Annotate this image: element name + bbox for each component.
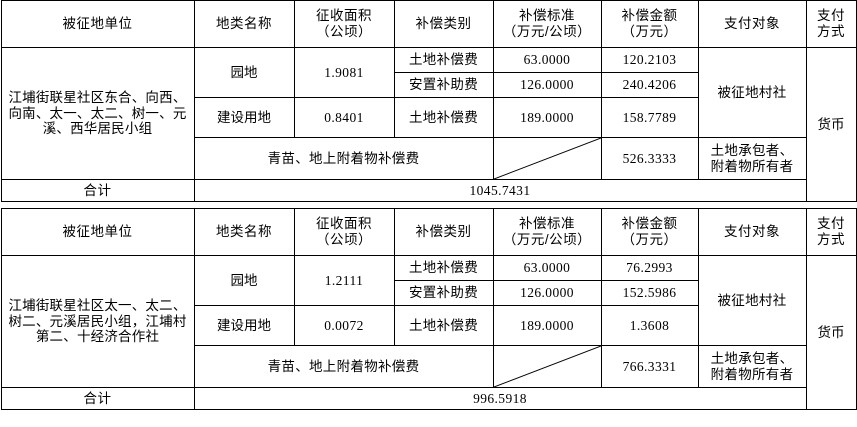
table-row-total: 合计 1045.7431 — [0, 179, 856, 202]
column-header-method-line1: 支付 — [817, 8, 845, 24]
column-header-method: 支付 方式 — [805, 208, 857, 256]
cell-land-type: 建设用地 — [193, 97, 295, 138]
diagonal-slash-icon — [493, 138, 601, 179]
table-row-green-crop: 青苗、地上附着物补偿费 766.3331 土地承包者、 附着物所有者 — [1, 345, 856, 388]
cell-standard: 189.0000 — [492, 97, 602, 138]
cell-payee: 土地承包者、 附着物所有者 — [697, 137, 807, 180]
column-header-standard: 补偿标准 （万元/公顷） — [492, 208, 602, 256]
cell-standard: 126.0000 — [492, 72, 602, 98]
cell-total-value: 996.5918 — [193, 387, 807, 410]
table-row: 江埔街联星社区东合、向西、向南、太一、太二、树一、元溪、西华居民小组 园地 1.… — [0, 47, 857, 202]
table-row: 江埔街联星社区太一、太二、树二、元溪居民小组，江埔村第二、十经济合作社 园地 1… — [0, 255, 857, 410]
cell-category: 安置补助费 — [393, 280, 494, 306]
cell-payment-method: 货币 — [805, 255, 857, 410]
column-header-method: 支付 方式 — [805, 0, 857, 48]
column-header-method-line2: 方式 — [817, 232, 845, 247]
cell-payee-line2: 附着物所有者 — [710, 366, 794, 382]
column-header-standard: 补偿标准 （万元/公顷） — [492, 0, 602, 48]
cell-amount: 152.5986 — [600, 280, 699, 306]
table-header-row: 被征地单位 地类名称 征收面积 （公顷） 补偿类别 补偿标准 （万元/公顷） 补… — [0, 0, 857, 48]
cell-amount: 76.2993 — [600, 255, 699, 281]
table-header-row: 被征地单位 地类名称 征收面积 （公顷） 补偿类别 补偿标准 （万元/公顷） 补… — [0, 208, 857, 256]
cell-total-label: 合计 — [0, 387, 195, 410]
cell-standard-not-applicable — [492, 345, 602, 388]
cell-amount: 158.7789 — [600, 97, 699, 138]
diagonal-slash-icon — [493, 346, 601, 387]
table-row-total: 合计 996.5918 — [0, 387, 856, 410]
column-header-category: 补偿类别 — [393, 208, 494, 256]
cell-category: 土地补偿费 — [393, 305, 494, 346]
cell-green-crop-label: 青苗、地上附着物补偿费 — [193, 345, 494, 388]
cell-total-value: 1045.7431 — [193, 179, 807, 202]
cell-area: 0.8401 — [293, 97, 395, 138]
table-row: 建设用地 0.0072 土地补偿费 189.0000 1.3608 — [1, 305, 856, 346]
cell-amount: 240.4206 — [600, 72, 699, 98]
cell-green-crop-label: 青苗、地上附着物补偿费 — [193, 137, 494, 180]
cell-standard: 189.0000 — [492, 305, 602, 346]
cell-area: 1.2111 — [293, 255, 395, 306]
cell-land-type: 建设用地 — [193, 305, 295, 346]
cell-payee: 土地承包者、 附着物所有者 — [697, 345, 807, 388]
column-header-amount-line1: 补偿金额 — [621, 216, 678, 232]
cell-total-label: 合计 — [0, 179, 195, 202]
cell-category: 土地补偿费 — [393, 47, 494, 73]
cell-standard: 63.0000 — [492, 255, 602, 281]
column-header-area-line1: 征收面积 — [316, 216, 372, 232]
column-header-standard-line2: （万元/公顷） — [502, 232, 592, 247]
column-header-amount-line1: 补偿金额 — [621, 8, 678, 24]
table-row: 安置补助费 126.0000 240.4206 — [1, 72, 856, 98]
cell-payment-method: 货币 — [805, 47, 857, 202]
column-header-unit: 被征地单位 — [0, 0, 195, 48]
column-header-standard-line1: 补偿标准 — [519, 216, 575, 232]
cell-unit-name: 江埔街联星社区东合、向西、向南、太一、太二、树一、元溪、西华居民小组 — [0, 47, 195, 180]
column-header-standard-line1: 补偿标准 — [519, 8, 575, 24]
cell-payee: 被征地村社 — [697, 47, 807, 138]
column-header-area-line2: （公顷） — [316, 24, 372, 39]
cell-standard-not-applicable — [492, 137, 602, 180]
column-header-land-type: 地类名称 — [193, 208, 295, 256]
cell-amount: 120.2103 — [600, 47, 699, 73]
column-header-payee: 支付对象 — [697, 0, 807, 48]
cell-payee-line1: 土地承包者、 — [710, 142, 794, 158]
cell-land-type: 园地 — [193, 47, 295, 98]
cell-payee-line2: 附着物所有者 — [710, 158, 794, 174]
cell-area: 0.0072 — [293, 305, 395, 346]
column-header-area-line1: 征收面积 — [316, 8, 372, 24]
cell-payee: 被征地村社 — [697, 255, 807, 346]
column-header-area: 征收面积 （公顷） — [293, 208, 395, 256]
column-header-amount: 补偿金额 （万元） — [600, 0, 699, 48]
table-row: 建设用地 0.8401 土地补偿费 189.0000 158.7789 — [1, 97, 856, 138]
column-header-payee: 支付对象 — [697, 208, 807, 256]
cell-category: 土地补偿费 — [393, 97, 494, 138]
compensation-table-2: 被征地单位 地类名称 征收面积 （公顷） 补偿类别 补偿标准 （万元/公顷） 补… — [0, 208, 857, 410]
cell-category: 安置补助费 — [393, 72, 494, 98]
column-header-amount-line2: （万元） — [621, 24, 678, 39]
cell-standard: 126.0000 — [492, 280, 602, 306]
cell-category: 土地补偿费 — [393, 255, 494, 281]
column-header-unit: 被征地单位 — [0, 208, 195, 256]
column-header-category: 补偿类别 — [393, 0, 494, 48]
cell-land-type: 园地 — [193, 255, 295, 306]
cell-amount: 526.3333 — [600, 137, 699, 180]
column-header-area: 征收面积 （公顷） — [293, 0, 395, 48]
column-header-method-line1: 支付 — [817, 216, 845, 232]
compensation-table-1: 被征地单位 地类名称 征收面积 （公顷） 补偿类别 补偿标准 （万元/公顷） 补… — [0, 0, 857, 202]
cell-amount: 1.3608 — [600, 305, 699, 346]
column-header-area-line2: （公顷） — [316, 232, 372, 247]
column-header-land-type: 地类名称 — [193, 0, 295, 48]
cell-standard: 63.0000 — [492, 47, 602, 73]
cell-area: 1.9081 — [293, 47, 395, 98]
cell-unit-name: 江埔街联星社区太一、太二、树二、元溪居民小组，江埔村第二、十经济合作社 — [0, 255, 195, 388]
column-header-amount-line2: （万元） — [621, 232, 678, 247]
column-header-standard-line2: （万元/公顷） — [502, 24, 592, 39]
cell-amount: 766.3331 — [600, 345, 699, 388]
column-header-amount: 补偿金额 （万元） — [600, 208, 699, 256]
column-header-method-line2: 方式 — [817, 24, 845, 39]
cell-payee-line1: 土地承包者、 — [710, 350, 794, 366]
table-row: 安置补助费 126.0000 152.5986 — [1, 280, 856, 306]
